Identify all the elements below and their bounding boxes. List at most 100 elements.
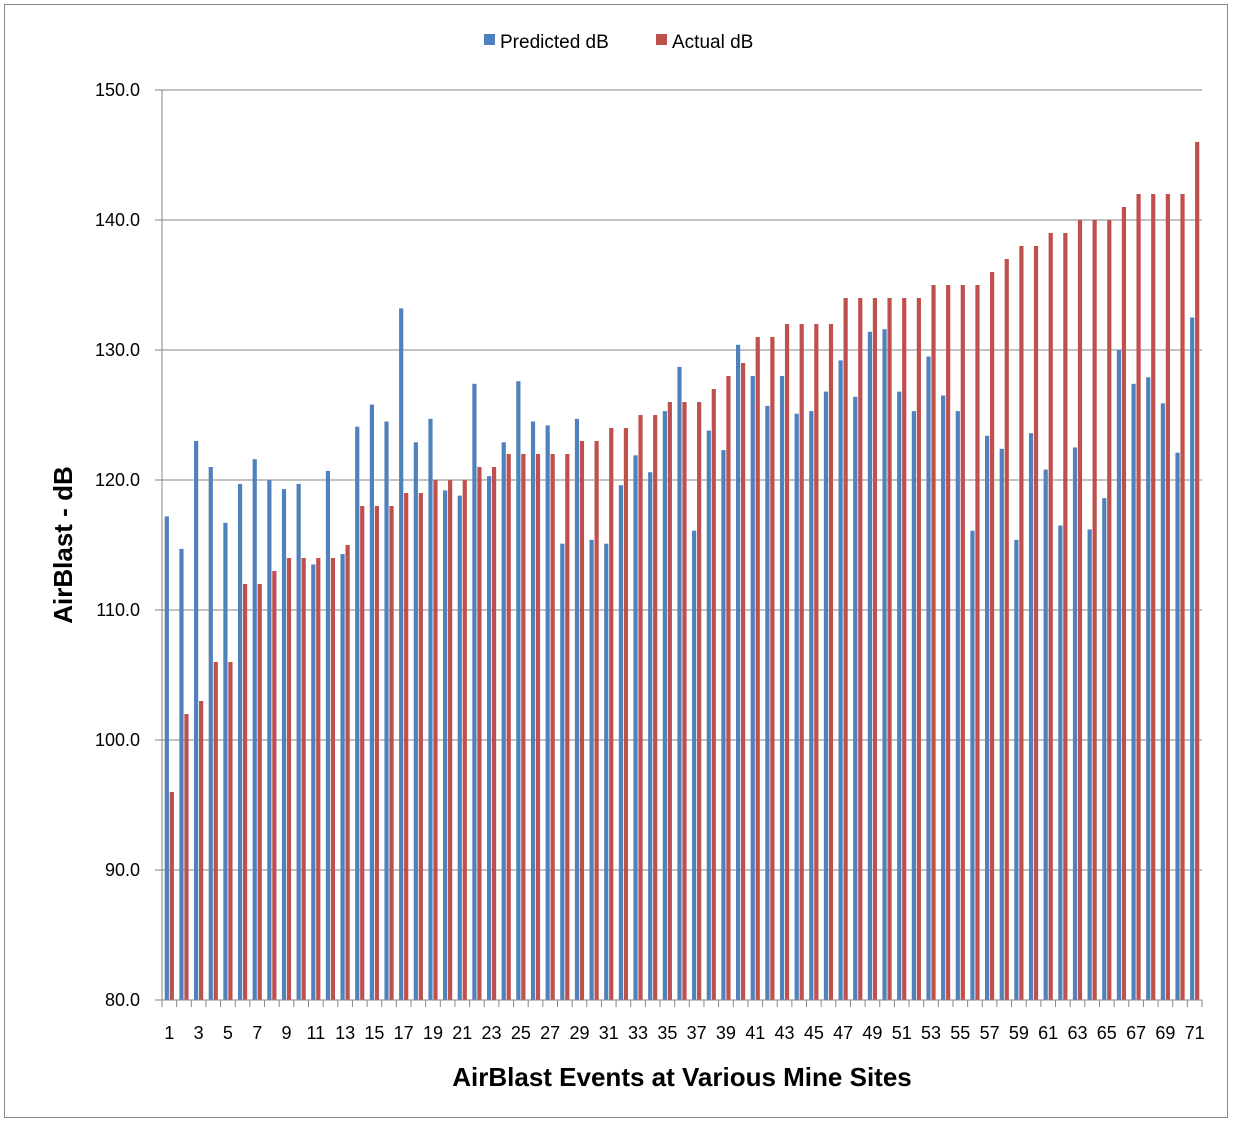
y-axis-title: AirBlast - dB — [48, 466, 78, 623]
x-tick-label: 45 — [804, 1023, 824, 1043]
bar-predicted — [281, 489, 287, 1000]
bar-predicted — [516, 381, 521, 1000]
axes — [155, 89, 1203, 1007]
bar-actual — [550, 454, 555, 1000]
bar-predicted — [648, 472, 653, 1000]
bar-actual — [506, 454, 511, 1000]
bar-actual — [990, 272, 995, 1000]
bar-actual — [301, 558, 306, 1000]
bar-actual — [975, 285, 980, 1000]
bar-predicted — [1043, 469, 1048, 1001]
bar-predicted — [604, 543, 609, 1000]
bar-actual — [1063, 233, 1068, 1000]
bar-actual — [213, 662, 218, 1000]
bar-actual — [1180, 194, 1185, 1000]
bar-actual — [799, 324, 804, 1000]
x-tick-label: 49 — [862, 1023, 882, 1043]
x-tick-label: 43 — [775, 1023, 795, 1043]
bar-predicted — [1087, 529, 1092, 1000]
bar-predicted — [1160, 403, 1165, 1000]
bar-actual — [638, 415, 643, 1000]
bar-actual — [755, 337, 760, 1000]
x-tick-label: 33 — [628, 1023, 648, 1043]
bar-predicted — [1190, 317, 1195, 1000]
bar-predicted — [779, 376, 785, 1000]
bar-actual — [330, 558, 336, 1000]
bar-predicted — [750, 376, 755, 1000]
bar-actual — [828, 324, 834, 1000]
bar-predicted — [267, 480, 272, 1000]
bar-predicted — [809, 411, 814, 1001]
bar-actual — [784, 324, 790, 1000]
y-tick-labels: 80.0 90.0 100.0 110.0 120.0 130.0 140.0 150.0 — [95, 80, 140, 1010]
bar-predicted — [237, 483, 243, 1000]
bar-actual — [360, 506, 365, 1000]
bar-actual — [623, 428, 629, 1000]
bar-predicted — [970, 530, 975, 1000]
x-tick-label: 53 — [921, 1023, 941, 1043]
x-tick-label: 41 — [745, 1023, 765, 1043]
x-tick-labels: 1 3 5 7 9 11 13 15 17 19 21 23 25 27 29 31 33 35 37 39 41 43 4… — [164, 1023, 1204, 1043]
bar-predicted — [911, 411, 916, 1001]
y-tick-label: 120.0 — [95, 470, 140, 490]
x-tick-label: 3 — [194, 1023, 204, 1043]
bar-actual — [1019, 246, 1024, 1000]
bar-actual — [199, 701, 204, 1000]
bar-predicted — [399, 308, 404, 1000]
x-tick-label: 65 — [1097, 1023, 1117, 1043]
x-tick-label: 1 — [164, 1023, 174, 1043]
bar-predicted — [252, 459, 257, 1000]
bar-predicted — [1072, 447, 1078, 1000]
bar-predicted — [355, 426, 360, 1000]
bar-actual — [902, 298, 907, 1000]
bar-actual — [257, 584, 262, 1000]
bar-predicted — [706, 430, 711, 1001]
x-tick-label: 55 — [950, 1023, 970, 1043]
chart-frame — [4, 4, 1228, 1118]
bar-actual — [535, 454, 541, 1000]
bar-predicted — [311, 564, 316, 1000]
x-tick-label: 15 — [364, 1023, 384, 1043]
x-tick-label: 5 — [223, 1023, 233, 1043]
bar-predicted — [794, 413, 799, 1000]
legend-label-actual: Actual dB — [672, 32, 753, 53]
bar-predicted — [941, 395, 946, 1000]
bar-actual — [374, 506, 379, 1000]
x-tick-label: 69 — [1155, 1023, 1175, 1043]
x-tick-label: 67 — [1126, 1023, 1146, 1043]
bar-predicted — [765, 405, 770, 1000]
x-tick-label: 29 — [569, 1023, 589, 1043]
bar-predicted — [985, 435, 990, 1000]
x-tick-label: 47 — [833, 1023, 853, 1043]
bar-actual — [286, 558, 292, 1000]
bar-predicted — [457, 495, 462, 1000]
bar-predicted — [384, 421, 389, 1000]
bar-predicted — [721, 450, 726, 1001]
bar-actual — [682, 402, 687, 1000]
x-tick-label: 17 — [394, 1023, 414, 1043]
bar-actual — [843, 298, 848, 1000]
legend-label-predicted: Predicted dB — [500, 32, 609, 53]
bar-predicted — [838, 360, 843, 1000]
bar-predicted — [618, 485, 624, 1000]
bar-actual — [169, 792, 174, 1000]
bar-actual — [404, 493, 409, 1000]
bar-predicted — [853, 396, 858, 1000]
bar-actual — [1048, 233, 1053, 1000]
bar-predicted — [208, 467, 213, 1000]
x-tick-label: 13 — [335, 1023, 355, 1043]
bar-actual — [521, 454, 526, 1000]
bar-actual — [872, 298, 878, 1000]
y-tick-label: 150.0 — [95, 80, 140, 100]
x-tick-label: 63 — [1067, 1023, 1087, 1043]
bar-predicted — [340, 554, 345, 1000]
bar-actual — [184, 714, 189, 1000]
bar-actual — [448, 480, 453, 1000]
bar-predicted — [955, 411, 960, 1001]
bar-predicted — [472, 383, 477, 1000]
bar-actual — [462, 480, 467, 1000]
bar-predicted — [1102, 498, 1107, 1000]
bar-actual — [1033, 246, 1039, 1000]
bar-actual — [931, 285, 936, 1000]
